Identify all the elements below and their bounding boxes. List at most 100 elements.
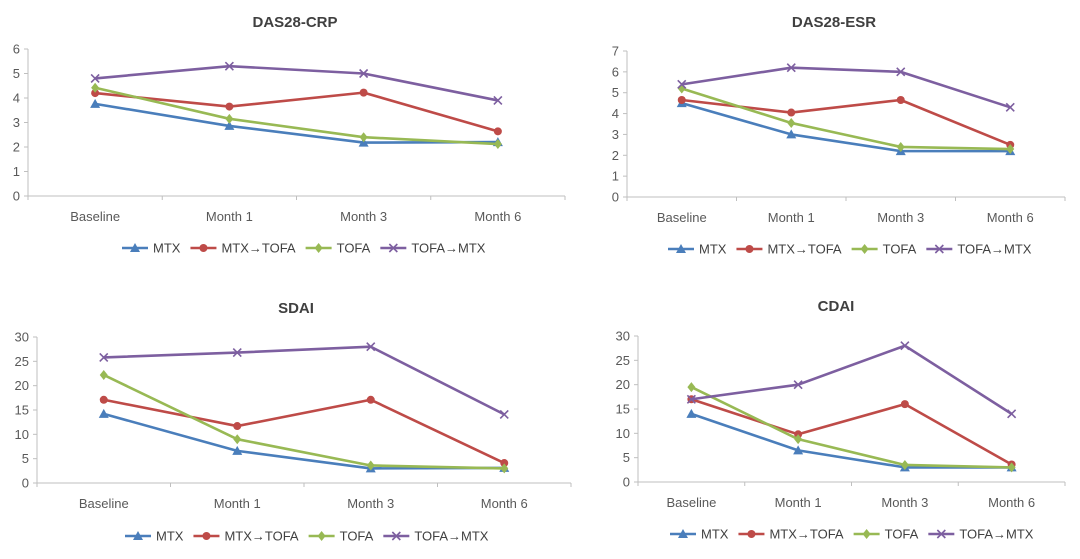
series-line [95,64,499,102]
data-point [793,445,804,455]
data-point [786,63,796,73]
x-tick-label: Month 3 [340,209,387,224]
data-point [366,395,375,404]
legend-item-mtx: MTX [670,527,729,542]
legend-label: TOFA [337,241,371,256]
data-point [793,380,803,390]
data-point [677,79,687,89]
y-tick-label: 4 [612,106,619,121]
y-tick-label: 25 [616,353,630,368]
x-tick-label: Month 1 [768,210,815,225]
legend-label: TOFA→MTX [959,527,1033,542]
data-point [1005,102,1015,112]
y-tick-label: 2 [13,140,20,155]
data-point [493,127,502,136]
legend-item-tofa-to-mtx: TOFA→MTX [383,529,489,544]
series-tofa [687,382,1016,473]
series-mtx-to-tofa [687,395,1016,469]
y-tick-label: 15 [616,402,630,417]
legend-label: MTX→TOFA [769,527,843,542]
data-point [687,382,696,393]
series-tofa [99,369,509,474]
data-point [1007,409,1017,419]
y-tick-label: 6 [13,42,20,57]
legend-label: TOFA [883,242,917,257]
x-tick-label: Month 6 [474,209,521,224]
y-tick-label: 6 [612,64,619,79]
x-tick-label: Month 3 [881,495,928,510]
legend-marker [199,244,208,252]
series-line [103,373,505,470]
data-point [786,129,797,139]
data-point [366,342,376,352]
data-point [233,422,242,431]
series-mtx-to-tofa [91,88,502,136]
series-line [681,87,1011,151]
y-tick-label: 3 [612,127,619,142]
y-tick-label: 5 [22,451,29,466]
x-tick-label: Baseline [666,495,716,510]
data-point [90,98,101,108]
data-point [794,434,803,445]
legend-marker [202,532,211,540]
legend-label: TOFA→MTX [411,241,485,256]
y-tick-label: 2 [612,148,619,163]
data-point [99,352,109,363]
series-line [681,101,1011,153]
series-line [94,91,499,133]
chart-cdai: CDAI 0 5 10 15 20 25 30 Baseline Month 1 Month 3 Mo… [616,298,1066,542]
legend-label: MTX [156,529,184,544]
data-point [900,459,909,470]
data-point [91,89,100,98]
legend-label: MTX→TOFA [767,242,841,257]
chart-das28-crp: DAS28-CRP 0 1 2 3 4 5 6 Baseline Month 1 Month 3 Mo… [13,14,566,256]
legend-marker [676,244,686,253]
y-tick-label: 25 [15,354,29,369]
x-tick-label: Month 3 [347,496,394,511]
data-point [499,409,509,419]
y-tick-label: 4 [13,91,20,106]
legend-marker [934,244,944,254]
x-tick-label: Month 6 [988,495,1035,510]
data-point [232,348,242,358]
y-tick-label: 7 [612,44,619,59]
data-point [90,73,100,83]
data-point [686,394,696,404]
x-tick-label: Month 6 [481,496,528,511]
series-line [94,86,498,146]
data-point [225,102,234,111]
x-tick-label: Month 1 [214,496,261,511]
series-tofa-to-mtx [686,341,1017,419]
y-tick-label: 10 [616,426,630,441]
series-line [690,398,1013,466]
x-tick-label: Baseline [70,209,120,224]
y-tick-label: 30 [15,330,29,345]
data-point [233,434,242,445]
legend-marker [317,531,326,541]
series-line [94,102,498,144]
data-point [91,82,100,93]
y-tick-label: 15 [15,403,29,418]
y-tick-label: 0 [13,189,20,204]
legend-label: TOFA [885,527,919,542]
legend-label: MTX [701,527,729,542]
legend-marker [391,531,401,541]
x-tick-label: Month 6 [987,210,1034,225]
legend-marker [747,530,756,538]
y-tick-label: 30 [616,329,630,344]
legend-item-tofa-to-mtx: TOFA→MTX [380,241,486,256]
legend-item-mtx-to-tofa: MTX→TOFA [738,527,844,542]
series-mtx-to-tofa [99,395,509,468]
data-point [359,68,369,79]
legend-item-mtx: MTX [668,242,727,257]
data-point [493,95,503,106]
series-line [103,345,505,416]
legend-marker [388,243,398,253]
x-tick-label: Month 1 [206,209,253,224]
chart-sdai: SDAI 0 5 10 15 20 25 30 Baseline Month 1 Month 3 Mo… [15,300,572,544]
legend-item-tofa: TOFA [305,241,371,256]
legend-item-mtx: MTX [125,529,184,544]
data-point [686,408,697,418]
y-tick-label: 0 [623,475,630,490]
legend-marker [678,529,688,538]
